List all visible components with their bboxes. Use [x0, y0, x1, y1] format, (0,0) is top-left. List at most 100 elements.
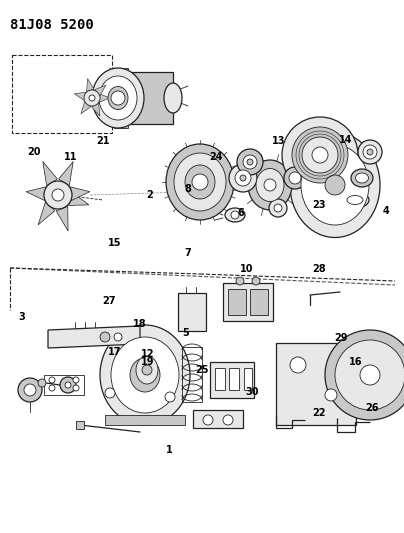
Circle shape	[52, 189, 64, 201]
Polygon shape	[237, 161, 249, 165]
Polygon shape	[38, 202, 55, 225]
Polygon shape	[48, 326, 140, 348]
Text: 7: 7	[185, 248, 191, 258]
Bar	[276, 343, 356, 425]
Circle shape	[38, 379, 46, 387]
Circle shape	[223, 415, 233, 425]
Ellipse shape	[248, 160, 292, 210]
Bar	[178, 293, 206, 331]
Text: 21: 21	[96, 136, 110, 146]
Ellipse shape	[356, 173, 368, 183]
Bar	[193, 410, 243, 428]
Text: 1: 1	[166, 446, 173, 455]
Ellipse shape	[225, 208, 245, 222]
Text: 30: 30	[246, 387, 259, 397]
Bar	[250, 289, 268, 315]
Bar	[215, 368, 225, 390]
Circle shape	[247, 159, 253, 165]
Text: 29: 29	[335, 334, 348, 343]
Circle shape	[49, 377, 55, 383]
Circle shape	[312, 147, 328, 163]
Circle shape	[367, 149, 373, 155]
Bar	[44, 375, 84, 395]
Circle shape	[325, 175, 345, 195]
Circle shape	[243, 155, 257, 169]
Text: 8: 8	[184, 184, 191, 194]
Ellipse shape	[256, 168, 284, 201]
Circle shape	[165, 392, 175, 402]
Bar	[244, 368, 252, 390]
Text: 12: 12	[141, 350, 154, 359]
Text: 24: 24	[209, 152, 223, 162]
Circle shape	[60, 377, 76, 393]
Circle shape	[111, 91, 125, 105]
Ellipse shape	[164, 83, 182, 113]
Text: 15: 15	[108, 238, 122, 247]
Circle shape	[142, 365, 152, 375]
Polygon shape	[99, 94, 110, 102]
Polygon shape	[56, 206, 68, 231]
Text: 16: 16	[349, 358, 362, 367]
Circle shape	[360, 365, 380, 385]
Circle shape	[105, 388, 115, 398]
Ellipse shape	[290, 133, 380, 238]
Bar	[12, 55, 112, 133]
Bar	[229, 368, 239, 390]
Circle shape	[363, 145, 377, 159]
Text: 19: 19	[141, 358, 154, 367]
Circle shape	[192, 174, 208, 190]
Polygon shape	[43, 161, 57, 185]
Circle shape	[237, 149, 263, 175]
Ellipse shape	[351, 169, 373, 187]
Ellipse shape	[130, 358, 160, 392]
Ellipse shape	[92, 68, 144, 128]
Circle shape	[44, 181, 72, 209]
Text: 17: 17	[108, 347, 122, 357]
Ellipse shape	[347, 196, 363, 205]
Circle shape	[236, 277, 244, 285]
Polygon shape	[70, 187, 90, 201]
Polygon shape	[114, 68, 128, 72]
Ellipse shape	[100, 325, 190, 425]
Polygon shape	[86, 78, 94, 91]
Circle shape	[269, 199, 287, 217]
Ellipse shape	[185, 165, 215, 199]
Circle shape	[65, 382, 71, 388]
Text: 18: 18	[133, 319, 146, 329]
Bar	[210, 362, 254, 398]
Circle shape	[274, 204, 282, 212]
Ellipse shape	[136, 356, 158, 384]
Text: 11: 11	[64, 152, 78, 162]
Text: 27: 27	[102, 296, 116, 306]
Text: 81J08 5200: 81J08 5200	[10, 18, 94, 32]
Circle shape	[24, 384, 36, 396]
Text: 23: 23	[312, 200, 326, 210]
Polygon shape	[81, 102, 91, 114]
Circle shape	[302, 137, 338, 173]
Text: 13: 13	[272, 136, 286, 146]
Circle shape	[325, 330, 404, 420]
Circle shape	[18, 378, 42, 402]
Text: 25: 25	[195, 366, 209, 375]
Circle shape	[292, 127, 348, 183]
Circle shape	[289, 172, 301, 184]
Circle shape	[325, 389, 337, 401]
Circle shape	[335, 340, 404, 410]
Polygon shape	[92, 103, 100, 116]
Circle shape	[284, 167, 306, 189]
Text: 28: 28	[312, 264, 326, 274]
Text: 26: 26	[365, 403, 379, 413]
Bar	[105, 415, 185, 425]
Bar	[76, 421, 84, 429]
Text: 14: 14	[339, 135, 352, 144]
Bar	[228, 289, 246, 315]
Ellipse shape	[99, 76, 137, 120]
Circle shape	[240, 175, 246, 181]
Circle shape	[235, 170, 251, 186]
Text: 20: 20	[27, 147, 41, 157]
Text: 2: 2	[146, 190, 153, 199]
Circle shape	[100, 332, 110, 342]
Bar	[118, 72, 173, 124]
Circle shape	[73, 385, 79, 391]
Polygon shape	[26, 187, 46, 201]
